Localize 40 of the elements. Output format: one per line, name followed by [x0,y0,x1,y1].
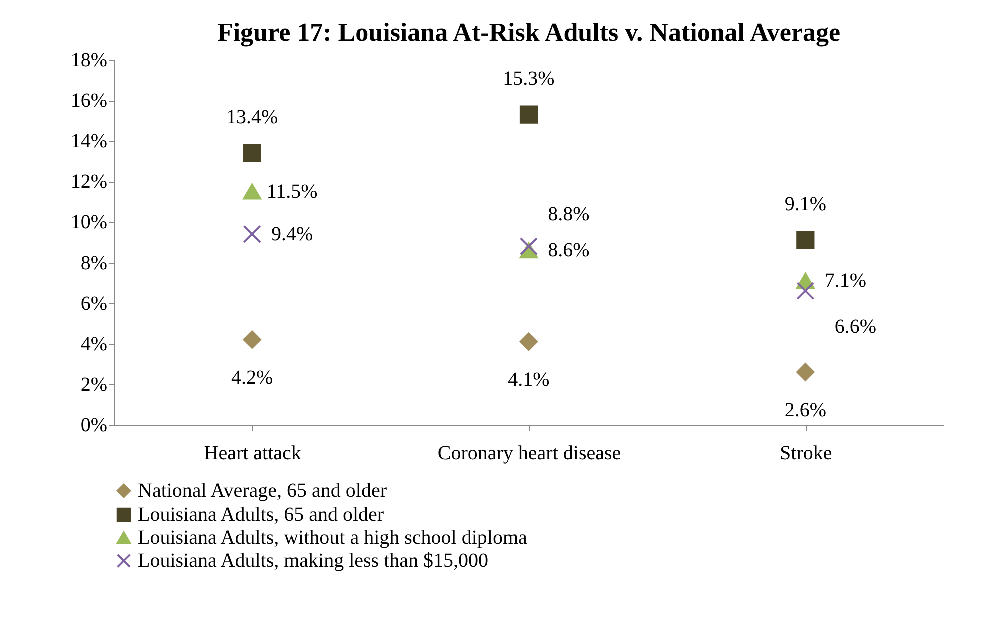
point [520,332,538,351]
y-tick-label: 18% [70,50,108,72]
y-tick-label: 12% [70,171,108,194]
x-tick-label: Heart attack [204,442,302,464]
data-label: 4.1% [508,368,550,391]
point [243,144,262,162]
data-label: 9.1% [784,193,827,216]
x-tick-label: Stroke [780,442,832,464]
point [243,225,262,244]
legend-label: Louisiana Adults, making less than $15,000 [138,550,489,572]
legend-label: Louisiana Adults, without a high school diploma [138,527,528,549]
data-label: 7.1% [824,270,867,292]
y-tick-label: 4% [80,333,108,356]
point [796,363,815,382]
data-label: 6.6% [834,316,877,338]
point [796,282,815,300]
data-label: 8.6% [548,240,590,262]
y-tick-label: 6% [80,292,108,315]
x-tick-label: Coronary heart disease [438,442,622,464]
legend-label: National Average, 65 and older [138,480,388,502]
data-label: 2.6% [784,399,827,422]
y-tick-label: 10% [70,212,108,234]
point [243,330,262,349]
data-label: 15.3% [503,68,555,90]
point [520,237,538,256]
data-label: 11.5% [266,180,318,203]
point [243,184,262,200]
chart-title: Figure 17: Louisiana At-Risk Adults v. National Average [217,18,841,47]
point [520,106,538,124]
data-label: 13.4% [226,106,278,128]
y-tick-label: 16% [70,90,108,112]
y-tick-label: 14% [70,130,108,153]
y-tick-label: 0% [80,414,108,436]
point [796,231,815,250]
data-label: 4.2% [231,366,274,389]
y-tick-label: 2% [80,374,108,396]
data-label: 8.8% [548,204,590,226]
data-label: 9.4% [271,223,314,246]
y-tick-label: 8% [80,252,108,274]
legend-label: Louisiana Adults, 65 and older [138,504,384,526]
